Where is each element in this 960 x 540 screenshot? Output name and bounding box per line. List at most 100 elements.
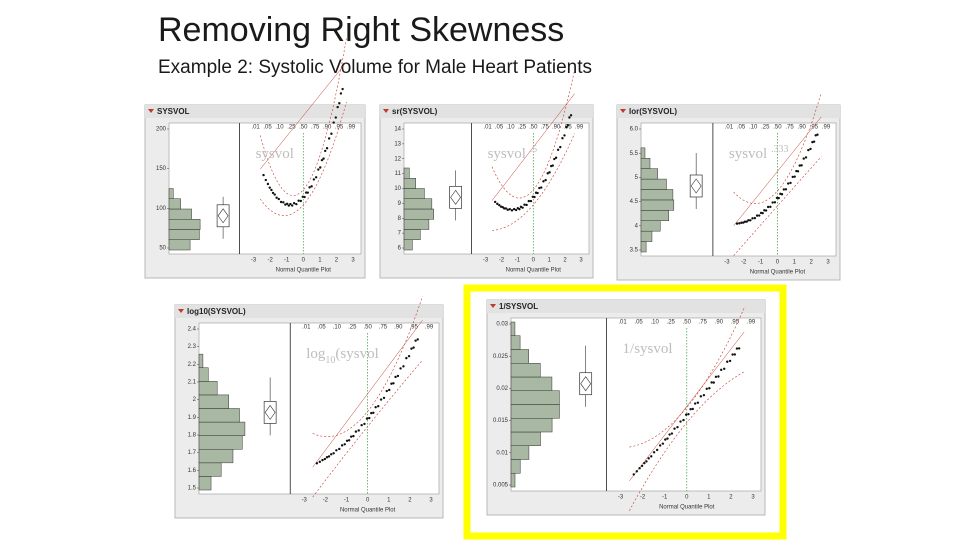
- histogram-bar: [198, 381, 218, 396]
- confidence-band: [259, 101, 347, 217]
- y-tick-label: 200: [156, 127, 167, 133]
- y-tick-label: 3.5: [630, 248, 639, 254]
- prob-tick-label: .05: [495, 125, 504, 131]
- box: [216, 204, 230, 228]
- prob-tick-label: .90: [715, 320, 724, 326]
- quantile-point: [360, 423, 363, 427]
- reference-line: [260, 62, 347, 170]
- histogram-bar: [403, 178, 416, 189]
- quantile-point: [780, 193, 784, 196]
- overlay-part: .333: [771, 144, 789, 155]
- quantile-point: [540, 186, 543, 189]
- quantile-point: [650, 455, 653, 458]
- mean-diamond: [450, 189, 461, 205]
- slide-subtitle: Example 2: Systolic Volume for Male Hear…: [158, 57, 592, 78]
- quantile-point: [789, 181, 792, 185]
- quantile-point: [761, 211, 764, 215]
- quantile-point: [324, 149, 327, 153]
- histogram-bar: [510, 321, 516, 336]
- quantile-point: [498, 204, 501, 207]
- quantile-point: [737, 347, 741, 350]
- quantile-point: [687, 412, 690, 416]
- y-tick-label: 13: [394, 141, 401, 147]
- quantile-point: [325, 456, 329, 459]
- quantile-point: [800, 164, 803, 167]
- overlay-part: 10: [325, 355, 335, 366]
- quantile-point: [385, 389, 388, 393]
- quantile-point: [751, 217, 754, 220]
- quantile-point: [338, 102, 341, 105]
- quantile-point: [798, 164, 801, 167]
- quantile-point: [769, 205, 772, 209]
- prob-tick-label: .90: [323, 125, 332, 131]
- quantile-point: [357, 429, 360, 432]
- quantile-point: [693, 402, 697, 405]
- quantile-point: [264, 178, 268, 182]
- quantile-point: [518, 207, 521, 211]
- panel-header-bar: [487, 300, 765, 313]
- quantile-point: [699, 395, 703, 398]
- quantile-point: [553, 157, 556, 161]
- histogram-bar: [403, 219, 430, 230]
- histogram-bar: [510, 404, 560, 419]
- box: [449, 185, 462, 209]
- quantile-point: [271, 191, 275, 195]
- y-tick-label: 0.03: [496, 322, 508, 328]
- histogram-bar: [168, 198, 181, 210]
- histogram-bar: [198, 421, 246, 436]
- quantile-point: [712, 381, 715, 384]
- jmp-panel: SYSVOL20015010050.01.05.10.25.50.75.90.9…: [144, 38, 366, 279]
- prob-tick-label: .25: [761, 125, 770, 131]
- quantile-point: [303, 195, 306, 199]
- quantile-point: [390, 382, 393, 385]
- quantile-point: [321, 458, 324, 462]
- histogram-bar: [403, 188, 425, 199]
- histogram-bar: [510, 473, 516, 488]
- quantile-point: [720, 368, 723, 372]
- y-tick-label: 0.01: [496, 450, 508, 456]
- x-tick-label: 2: [729, 495, 733, 501]
- y-tick-label: 2.2: [188, 362, 197, 368]
- quantile-point: [658, 444, 662, 447]
- x-tick-label: 2: [335, 258, 339, 264]
- x-tick-label: 1: [387, 498, 391, 504]
- y-tick-label: 9: [398, 201, 402, 207]
- histogram-bar: [640, 230, 653, 242]
- quantile-point: [731, 353, 734, 356]
- quantile-point: [322, 157, 325, 160]
- quantile-point: [714, 375, 718, 379]
- quantile-point: [407, 354, 411, 358]
- quantile-point: [279, 200, 283, 204]
- quantile-point: [396, 374, 400, 378]
- quantile-point: [317, 168, 320, 171]
- x-axis-label: Normal Quantile Plot: [506, 268, 562, 274]
- quantile-point: [529, 199, 533, 203]
- quantile-point: [365, 417, 369, 420]
- x-tick-label: 3: [751, 495, 755, 501]
- quantile-point: [347, 439, 351, 442]
- quantile-point: [377, 404, 380, 408]
- histogram-bar: [198, 408, 240, 423]
- quantile-point: [645, 460, 648, 463]
- quantile-point: [320, 158, 324, 162]
- disclosure-icon: [490, 304, 496, 308]
- quantile-point: [318, 460, 322, 464]
- y-tick-label: 10: [394, 186, 401, 192]
- quantile-point: [273, 193, 276, 196]
- prob-tick-label: .99: [822, 125, 831, 131]
- quantile-point: [325, 146, 329, 150]
- prob-tick-label: .25: [348, 325, 357, 331]
- x-tick-label: 2: [809, 260, 813, 266]
- histogram-bar: [640, 220, 661, 232]
- quantile-point: [563, 134, 566, 137]
- prob-tick-label: .25: [287, 125, 296, 131]
- quantile-point: [679, 420, 682, 423]
- quantile-point: [763, 209, 766, 212]
- quantile-point: [735, 222, 739, 225]
- quantile-point: [506, 208, 509, 211]
- quantile-point: [525, 203, 528, 207]
- quantile-point: [319, 166, 322, 169]
- quantile-point: [277, 197, 280, 201]
- quantile-point: [705, 387, 708, 390]
